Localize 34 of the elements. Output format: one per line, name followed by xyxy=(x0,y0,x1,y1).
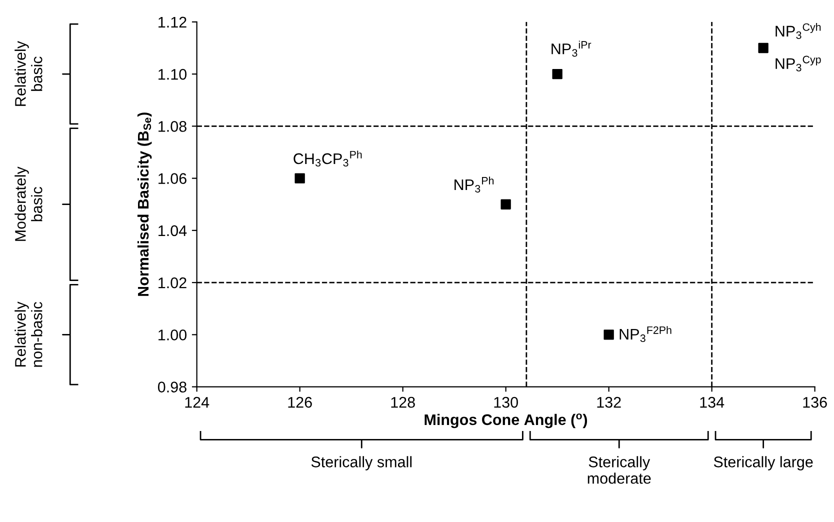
x-tick-label: 128 xyxy=(391,396,415,408)
y-tick-label: 1.12 xyxy=(158,16,186,28)
x-tick-label: 130 xyxy=(494,396,518,408)
point xyxy=(604,330,614,340)
point xyxy=(552,68,562,80)
y-tick-label: 1.08 xyxy=(158,121,186,132)
annotation: NP$_{3}$$^{iPr}$ xyxy=(552,40,592,57)
y-tick-label: 1.10 xyxy=(158,68,187,80)
x-axis-title: Mingos Cone Angle ($^{o}$) xyxy=(424,414,588,428)
annotation: NP$_{3}$$^{Cyp}$ xyxy=(776,56,821,72)
y-axis-title: Normalised Basicity (B$_{Se}$) xyxy=(137,112,152,296)
text: Sterically large xyxy=(714,456,813,470)
text: Moderately basic xyxy=(14,166,42,241)
text: Relatively non-basic xyxy=(14,302,42,367)
annotation: NP$_{3}$$^{F2Ph}$ xyxy=(620,326,672,342)
point xyxy=(294,173,305,184)
point xyxy=(758,42,768,54)
text: Sterically moderate xyxy=(588,456,651,484)
x-tick-label: 126 xyxy=(288,396,312,408)
point xyxy=(500,199,511,210)
y-tick-label: 0.98 xyxy=(158,382,186,392)
text: Relatively basic xyxy=(14,40,42,106)
y-tick-label: 1.04 xyxy=(158,225,187,236)
y-tick-label: 1.06 xyxy=(158,173,186,184)
x-tick-label: 124 xyxy=(185,396,210,408)
y-tick-label: 1.02 xyxy=(158,277,186,288)
annotation: NP$_{3}$$^{Cyh}$ xyxy=(776,23,821,39)
annotation: CH$_{3}$CP$_{3}$$^{Ph}$ xyxy=(294,150,362,166)
text: Sterically small xyxy=(311,456,412,470)
annotation: NP$_{3}$$^{Ph}$ xyxy=(454,176,494,193)
x-tick-label: 134 xyxy=(700,396,724,408)
x-tick-label: 132 xyxy=(597,396,621,408)
x-tick-label: 136 xyxy=(803,396,827,408)
y-tick-label: 1.00 xyxy=(158,330,187,340)
